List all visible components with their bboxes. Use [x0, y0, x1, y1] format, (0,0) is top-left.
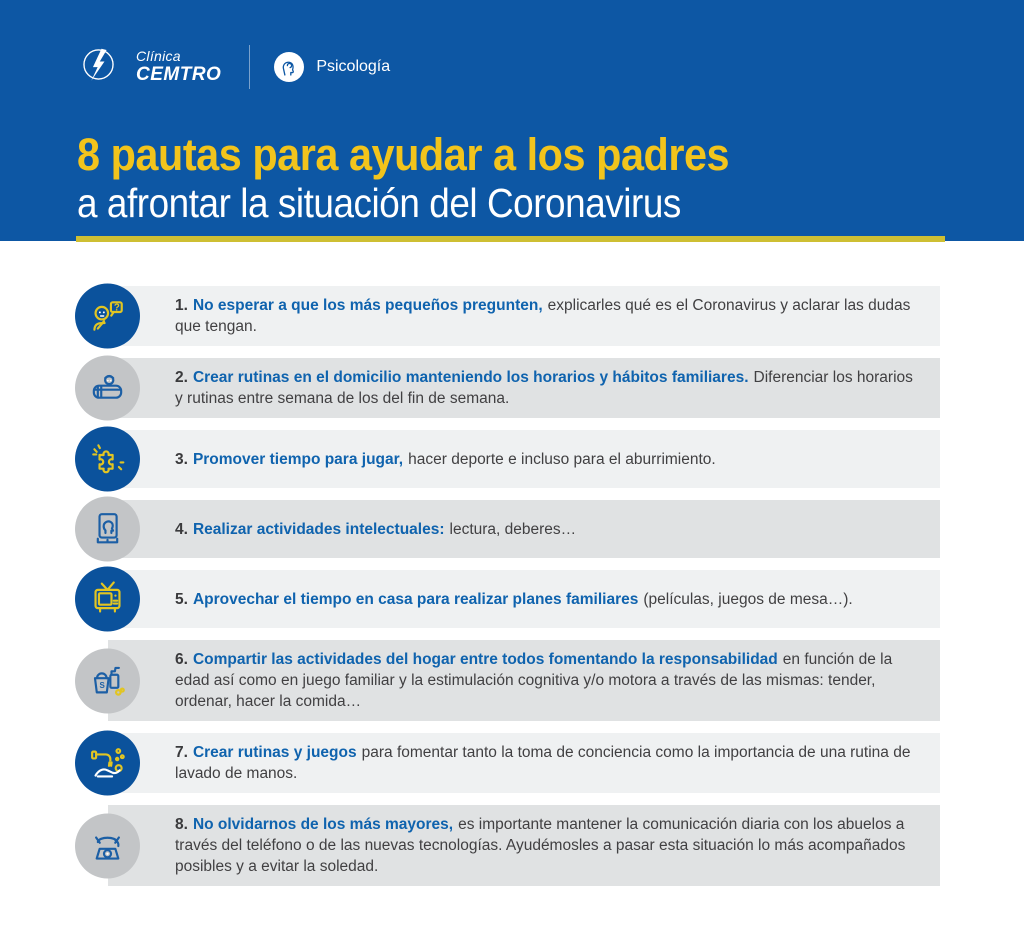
guideline-row: S 6. Compartir las actividades del hogar …: [75, 640, 940, 721]
guideline-row: 3. Promover tiempo para jugar, hacer depor…: [75, 426, 940, 492]
brand-name: Clínica CEMTRO: [136, 47, 222, 86]
hand-washing-icon: [87, 743, 128, 784]
guideline-body: hacer deporte e incluso para el aburrimi…: [408, 450, 716, 468]
crib-icon: [87, 368, 128, 409]
guideline-icon-circle: ?: [75, 283, 140, 349]
brand-line2: CEMTRO: [136, 64, 222, 86]
page-title: 8 pautas para ayudar a los padres: [77, 129, 730, 180]
guideline-text: 8. No olvidarnos de los más mayores, es im…: [175, 814, 922, 877]
guideline-lead: Crear rutinas en el domicilio manteniend…: [192, 369, 749, 386]
reading-book-icon: [87, 509, 128, 550]
title-block: 8 pautas para ayudar a los padres a afro…: [77, 131, 786, 225]
guideline-row: 2. Crear rutinas en el domicilio mantenie…: [75, 355, 940, 421]
guideline-number: 4.: [175, 520, 188, 538]
guideline-icon-circle: [75, 426, 140, 492]
page-subtitle: a afrontar la situación del Coronavirus: [77, 180, 681, 227]
guideline-row: 4. Realizar actividades intelectuales: lec…: [75, 496, 940, 562]
guidelines-list: ? 1. No esperar a que los más pequeños pr…: [75, 283, 940, 886]
guideline-text: 4. Realizar actividades intelectuales: lec…: [175, 519, 576, 540]
telephone-icon: [87, 825, 128, 866]
psychology-head-icon: [274, 52, 305, 82]
department-label: Psicología: [316, 58, 391, 75]
svg-text:S: S: [100, 680, 105, 689]
guideline-text: 5. Aprovechar el tiempo en casa para real…: [175, 589, 853, 610]
title-underline: [76, 236, 945, 242]
guideline-text: 6. Compartir las actividades del hogar en…: [175, 649, 922, 712]
guideline-body: en función de la edad así como en juego …: [175, 651, 893, 710]
brand-row: Clínica CEMTRO Psicología: [78, 44, 390, 90]
guideline-icon-circle: [75, 813, 140, 878]
guideline-body: lectura, deberes…: [449, 520, 577, 538]
guideline-lead: Compartir las actividades del hogar entr…: [192, 651, 778, 668]
guideline-text: 7. Crear rutinas y juegos para fomentar ta…: [175, 742, 922, 784]
guideline-icon-circle: [75, 496, 140, 562]
guideline-number: 2.: [175, 369, 188, 386]
guideline-text: 2. Crear rutinas en el domicilio mantenie…: [175, 367, 922, 409]
guideline-body: explicarles qué es el Coronavirus y acla…: [175, 297, 911, 335]
guideline-body: (películas, juegos de mesa…).: [643, 590, 853, 608]
department-badge: Psicología: [274, 52, 390, 82]
guideline-lead: Aprovechar el tiempo en casa para realiz…: [192, 590, 639, 608]
guideline-number: 1.: [175, 297, 188, 314]
guideline-icon-circle: [75, 355, 140, 421]
puzzle-icon: [87, 439, 128, 480]
guideline-icon-circle: [75, 730, 140, 796]
guideline-lead: Promover tiempo para jugar,: [192, 450, 404, 468]
cleaning-supplies-icon: S: [87, 660, 128, 701]
guideline-body: es importante mantener la comunicación d…: [175, 816, 906, 875]
guideline-number: 5.: [175, 590, 188, 608]
guideline-row: 5. Aprovechar el tiempo en casa para real…: [75, 566, 940, 632]
guideline-number: 7.: [175, 744, 188, 761]
television-icon: [87, 579, 128, 620]
guideline-text: 3. Promover tiempo para jugar, hacer depor…: [175, 449, 716, 470]
guideline-lead: No esperar a que los más pequeños pregun…: [192, 297, 543, 314]
guideline-number: 3.: [175, 450, 188, 468]
cemtro-bolt-icon: [78, 44, 124, 90]
guideline-number: 6.: [175, 651, 188, 668]
guideline-body: Diferenciar los horarios y rutinas entre…: [175, 369, 913, 407]
guideline-row: 7. Crear rutinas y juegos para fomentar ta…: [75, 730, 940, 796]
svg-text:?: ?: [114, 303, 120, 314]
guideline-row: ? 1. No esperar a que los más pequeños pr…: [75, 283, 940, 349]
guideline-body: para fomentar tanto la toma de concienci…: [175, 744, 911, 782]
brand-divider: [249, 45, 251, 89]
header-banner: Clínica CEMTRO Psicología 8 pautas para …: [0, 0, 1024, 242]
guideline-row: 8. No olvidarnos de los más mayores, es im…: [75, 805, 940, 886]
guideline-icon-circle: [75, 566, 140, 632]
guideline-lead: No olvidarnos de los más mayores,: [192, 816, 454, 833]
guideline-text: 1. No esperar a que los más pequeños preg…: [175, 295, 922, 337]
guideline-number: 8.: [175, 816, 188, 833]
child-question-icon: ?: [87, 296, 128, 337]
guideline-icon-circle: S: [75, 648, 140, 713]
brand-line1: Clínica: [136, 47, 181, 64]
guideline-lead: Realizar actividades intelectuales:: [192, 520, 445, 538]
guideline-lead: Crear rutinas y juegos: [192, 744, 357, 761]
